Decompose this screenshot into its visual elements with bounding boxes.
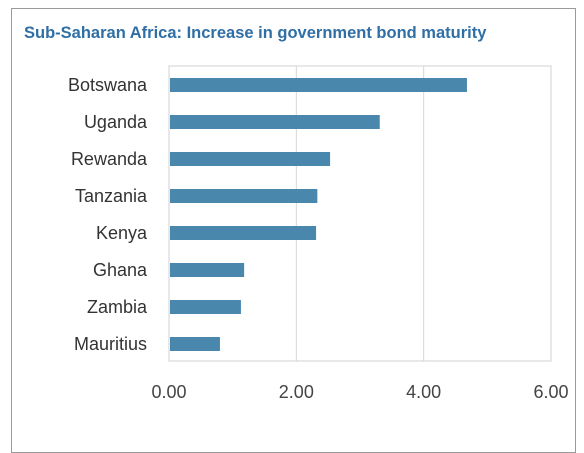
bar-uganda	[170, 115, 380, 129]
x-tick-label: 0.00	[151, 382, 186, 402]
category-label: Botswana	[68, 75, 148, 95]
x-tick-label: 2.00	[279, 382, 314, 402]
bar-mauritius	[170, 337, 220, 351]
bar-rewanda	[170, 152, 331, 166]
bar-zambia	[170, 300, 241, 314]
bar-tanzania	[170, 189, 318, 203]
bar-kenya	[170, 226, 317, 240]
category-label: Mauritius	[74, 334, 147, 354]
category-label: Tanzania	[75, 186, 148, 206]
bar-ghana	[170, 263, 245, 277]
x-tick-label: 4.00	[406, 382, 441, 402]
labels-layer: 0.00 2.00 4.00 6.00 Botswana Uganda Rewanda Tan…	[68, 75, 569, 402]
bars-layer	[170, 78, 467, 351]
x-tick-label: 6.00	[533, 382, 568, 402]
chart-title: Sub-Saharan Africa: Increase in governme…	[24, 24, 487, 42]
category-label: Ghana	[93, 260, 148, 280]
category-label: Zambia	[87, 297, 148, 317]
category-label: Uganda	[84, 112, 148, 132]
plot-area-border	[168, 65, 552, 362]
bar-botswana	[170, 78, 467, 92]
grid-layer	[168, 65, 552, 362]
category-label: Rewanda	[71, 149, 148, 169]
category-label: Kenya	[96, 223, 148, 243]
